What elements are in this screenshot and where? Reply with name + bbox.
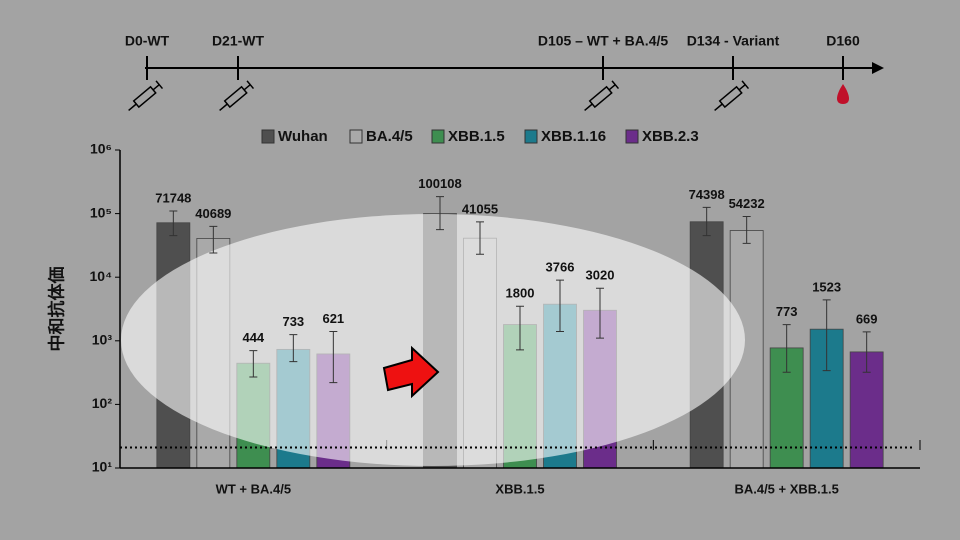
x-tick-label: XBB.1.5 — [495, 481, 544, 496]
timeline-label: D0-WT — [125, 33, 170, 49]
timeline-label: D134 - Variant — [687, 33, 780, 49]
x-tick-label: BA.4/5 + XBB.1.5 — [734, 481, 838, 496]
legend-swatch — [431, 129, 445, 144]
value-label: 54232 — [729, 196, 765, 211]
value-label: 1800 — [506, 286, 535, 301]
value-label: 100108 — [418, 176, 461, 191]
syringe-needle — [714, 103, 723, 112]
syringe-plunger — [152, 84, 160, 91]
value-label: 40689 — [195, 206, 231, 221]
highlight-ellipse — [121, 214, 745, 466]
error-bar — [596, 287, 604, 339]
error-bar — [436, 196, 444, 231]
legend-label: Wuhan — [278, 128, 328, 145]
timeline-arrow — [872, 62, 884, 74]
error-bar — [702, 206, 711, 237]
error-bar — [249, 350, 258, 378]
syringe-needle — [128, 103, 137, 112]
blood-drop-icon — [837, 84, 849, 104]
timeline: D0-WT D21-WT D105 – WT + BA.4/5 D134 - Vari… — [125, 33, 884, 112]
red-arrow — [382, 345, 440, 399]
syringe-plunger — [738, 84, 746, 91]
value-label: 3020 — [586, 268, 615, 283]
syringe-needle — [584, 103, 593, 112]
legend-swatch — [625, 129, 639, 144]
legend-label: XBB.2.3 — [642, 128, 699, 145]
syringe-needle — [219, 103, 228, 112]
value-label: 733 — [282, 314, 304, 329]
legend-label: BA.4/5 — [366, 128, 413, 145]
legend-label: XBB.1.5 — [448, 128, 505, 145]
syringe-plunger — [608, 84, 616, 91]
x-tick-label: WT + BA.4/5 — [216, 481, 292, 496]
syringe-handle — [246, 80, 255, 90]
legend-swatch — [349, 129, 363, 144]
error-bar — [862, 331, 871, 373]
plot: Wuhan BA.4/5 XBB.1.5 XBB.1.16 XBB.2.3 10¹ 10² 1… — [90, 128, 921, 496]
syringe-icon — [219, 80, 255, 112]
syringe-handle — [155, 80, 164, 90]
timeline-label: D105 – WT + BA.4/5 — [538, 33, 669, 49]
timeline-label: D21-WT — [212, 33, 265, 49]
error-bar — [822, 299, 831, 372]
y-axis-label: 中和抗体価 — [46, 267, 66, 352]
y-tick-label: 10² — [92, 395, 113, 411]
syringe-icon — [584, 80, 620, 112]
error-bar — [476, 221, 484, 255]
syringe-handle — [611, 80, 620, 90]
error-bar — [556, 279, 564, 333]
error-bar — [289, 334, 298, 363]
y-tick-label: 10⁴ — [90, 268, 113, 284]
error-bar — [742, 216, 751, 244]
value-label: 71748 — [155, 190, 191, 205]
error-bar — [209, 225, 218, 254]
error-bar — [329, 331, 338, 384]
value-label: 41055 — [462, 201, 498, 216]
value-label: 1523 — [812, 279, 841, 294]
error-bar — [782, 324, 791, 373]
value-label: 74398 — [689, 187, 725, 202]
value-label: 444 — [242, 330, 264, 345]
y-tick-label: 10¹ — [92, 459, 113, 475]
syringe-icon — [714, 80, 750, 112]
value-label: 773 — [776, 304, 798, 319]
syringe-icon — [128, 80, 164, 112]
legend-swatch — [261, 129, 275, 144]
syringe-plunger — [243, 84, 251, 91]
y-tick-label: 10⁶ — [90, 141, 112, 157]
timeline-label: D160 — [826, 33, 860, 49]
error-bar — [169, 210, 178, 237]
legend-label: XBB.1.16 — [541, 128, 606, 145]
y-tick-label: 10³ — [92, 332, 113, 348]
legend-swatch — [524, 129, 538, 144]
syringe-handle — [741, 80, 750, 90]
value-label: 3766 — [546, 260, 575, 275]
y-tick-label: 10⁵ — [90, 204, 112, 220]
error-bar — [516, 305, 524, 351]
value-label: 621 — [322, 311, 344, 326]
value-label: 669 — [856, 311, 878, 326]
